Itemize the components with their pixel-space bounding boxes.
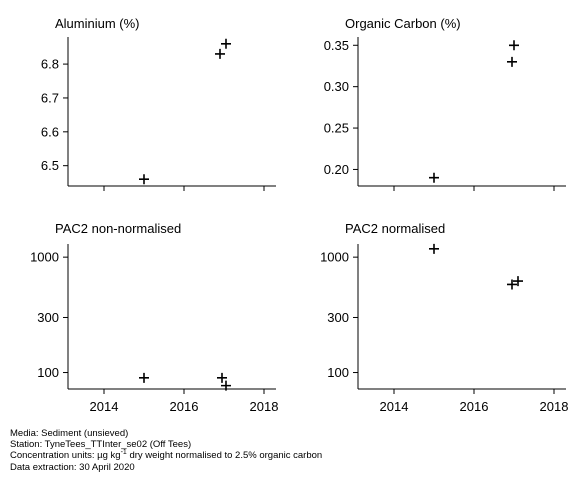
footer-units: Concentration units: µg kg-1 dry weight … xyxy=(10,449,323,462)
data-point xyxy=(513,276,523,287)
y-tick-label: 0.20 xyxy=(324,162,349,177)
y-tick-label: 6.8 xyxy=(41,57,59,72)
x-tick-label: 2018 xyxy=(540,399,569,414)
data-point xyxy=(139,372,149,383)
footer-units-suffix: dry weight normalised to 2.5% organic ca… xyxy=(126,450,323,461)
chart-panel-3: PAC2 non-normalised 100 300 1000 2014 2016 201… xyxy=(30,221,278,414)
x-tick-label: 2016 xyxy=(170,399,199,414)
y-tick-label: 300 xyxy=(37,310,59,325)
y-tick-label: 1000 xyxy=(320,250,349,265)
panel-title: Aluminium (%) xyxy=(55,16,140,31)
data-point xyxy=(217,372,227,383)
data-point xyxy=(215,48,225,59)
footer-units-prefix: Concentration units: µg kg xyxy=(10,450,121,461)
y-tick-label: 6.5 xyxy=(41,158,59,173)
y-tick-label: 6.7 xyxy=(41,90,59,105)
footer-extraction: Data extraction: 30 April 2020 xyxy=(10,462,135,473)
chart-panel-1: Aluminium (%) 6.5 6.6 6.7 6.8 xyxy=(41,16,276,191)
x-tick-label: 2016 xyxy=(460,399,489,414)
x-tick-label: 2014 xyxy=(380,399,409,414)
data-point xyxy=(507,279,517,290)
y-tick-label: 1000 xyxy=(30,250,59,265)
y-tick-label: 300 xyxy=(327,310,349,325)
data-point xyxy=(139,174,149,185)
footer-units-superscript: -1 xyxy=(120,449,127,456)
data-point xyxy=(429,243,439,254)
y-tick-label: 100 xyxy=(327,365,349,380)
data-point xyxy=(509,40,519,51)
x-tick-label: 2014 xyxy=(90,399,119,414)
chart-panel-2: Organic Carbon (%) 0.20 0.25 0.30 0.35 xyxy=(324,16,566,191)
y-tick-label: 6.6 xyxy=(41,124,59,139)
data-point xyxy=(429,172,439,183)
footer-station: Station: TyneTees_TTInter_se02 (Off Tees… xyxy=(10,439,192,450)
y-tick-label: 0.35 xyxy=(324,38,349,53)
footer-media: Media: Sediment (unsieved) xyxy=(10,428,129,439)
panel-title: PAC2 normalised xyxy=(345,221,445,236)
y-tick-label: 100 xyxy=(37,365,59,380)
footer-notes: Media: Sediment (unsieved) Station: Tyne… xyxy=(10,428,322,473)
y-tick-label: 0.30 xyxy=(324,79,349,94)
data-point xyxy=(221,38,231,49)
y-tick-label: 0.25 xyxy=(324,121,349,136)
data-point xyxy=(507,56,517,67)
x-tick-label: 2018 xyxy=(250,399,279,414)
data-point xyxy=(221,380,231,391)
panel-title: Organic Carbon (%) xyxy=(345,16,461,31)
chart-panel-4: PAC2 normalised 100 300 1000 2014 2016 2018 xyxy=(320,221,568,414)
panel-title: PAC2 non-normalised xyxy=(55,221,181,236)
